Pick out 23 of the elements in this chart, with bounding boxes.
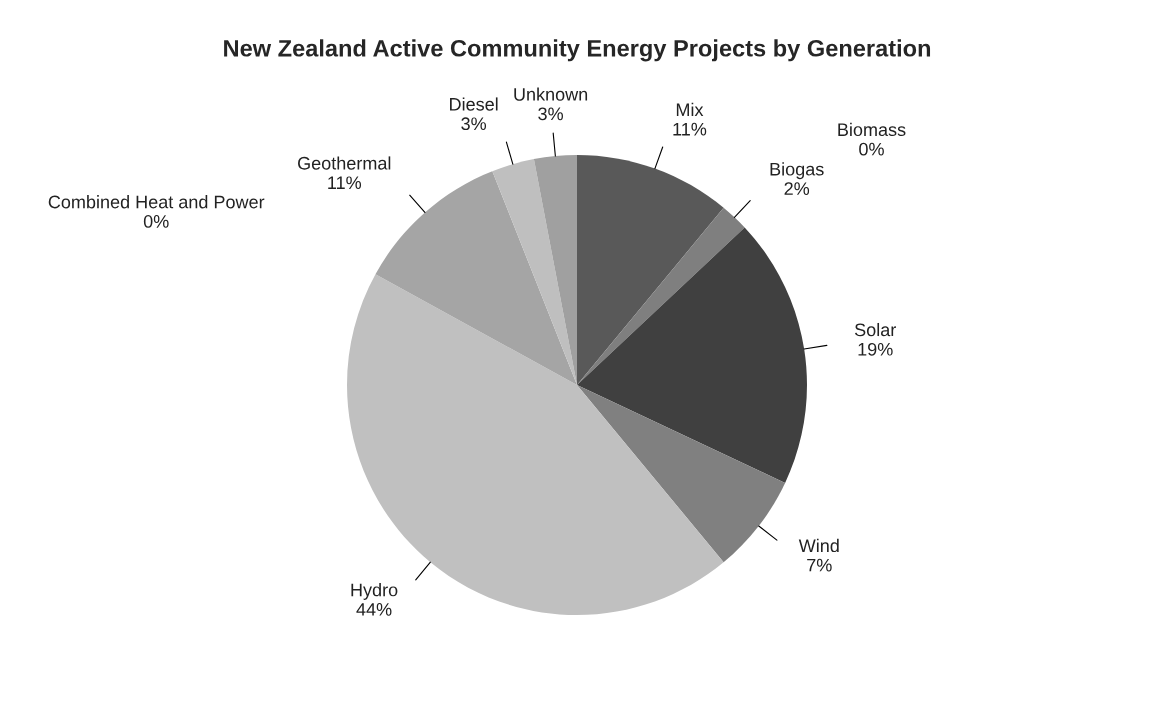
data-label: 2%	[784, 182, 810, 195]
chart-title: New Zealand Active Community Energy Projects by Generation	[224, 39, 931, 62]
data-label: 44%	[356, 603, 392, 616]
slice-label: Geothermal	[298, 156, 391, 170]
data-label: 3%	[461, 117, 487, 131]
pie-slice	[577, 155, 724, 385]
slice-label: Wind	[798, 538, 839, 553]
text: 0%	[143, 215, 169, 228]
slice-label: Solar	[854, 322, 896, 337]
text: 0%	[859, 142, 884, 156]
slice-label: Biogas	[770, 162, 824, 180]
slice-label: Unknown	[514, 87, 588, 101]
data-label: 19%	[858, 342, 893, 356]
data-label: 11%	[328, 176, 362, 190]
pie-slice	[577, 227, 807, 483]
category-label: Biomass	[838, 122, 906, 137]
slice-label: Mix	[676, 102, 704, 116]
data-label: 7%	[807, 558, 832, 572]
data-label: 11%	[673, 122, 707, 136]
slice-label: Hydro	[351, 583, 398, 600]
slice-label: Diesel	[450, 97, 498, 111]
category-label: Combined Heat and Power	[48, 195, 265, 209]
data-label: 3%	[538, 107, 563, 121]
